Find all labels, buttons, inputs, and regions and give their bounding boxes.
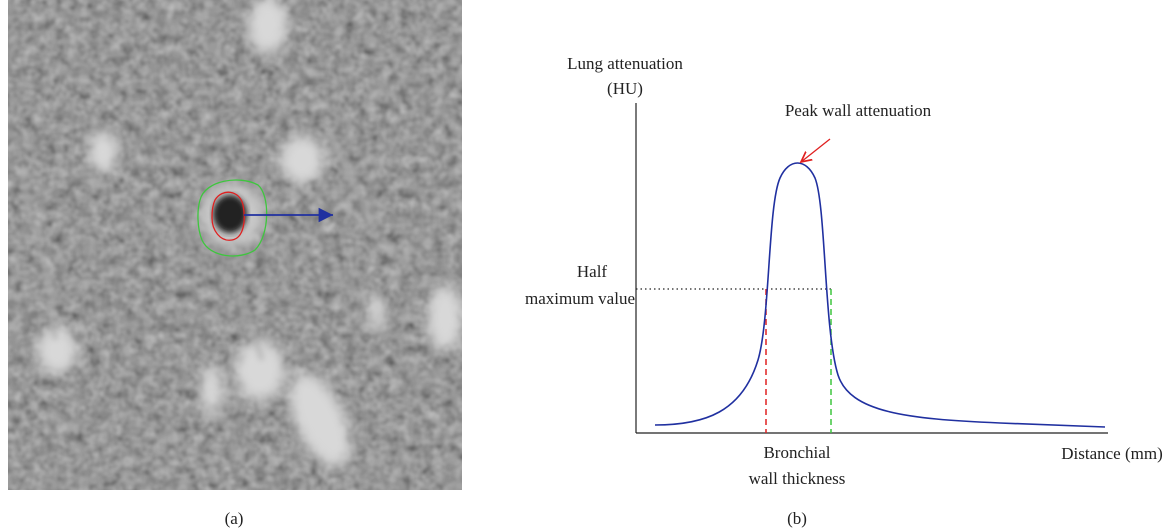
panel-label: (a) xyxy=(225,509,244,528)
half-max-label: maximum value xyxy=(525,289,635,308)
half-max-label: Half xyxy=(577,262,608,281)
peak-arrow xyxy=(801,139,830,162)
ct-image xyxy=(8,0,463,490)
panel-label: (b) xyxy=(787,509,807,528)
thickness-label: Bronchial xyxy=(763,443,830,462)
profile-diagram xyxy=(636,103,1108,433)
peak-annotation: Peak wall attenuation xyxy=(785,101,932,120)
y-axis-label: Lung attenuation xyxy=(567,54,683,73)
x-axis-label: Distance (mm) xyxy=(1061,444,1163,463)
thickness-label: wall thickness xyxy=(749,469,846,488)
figure: (a) Lung attenuation (HU) Peak wall atte… xyxy=(0,0,1168,531)
y-axis-label: (HU) xyxy=(607,79,643,98)
attenuation-profile xyxy=(655,163,1105,427)
